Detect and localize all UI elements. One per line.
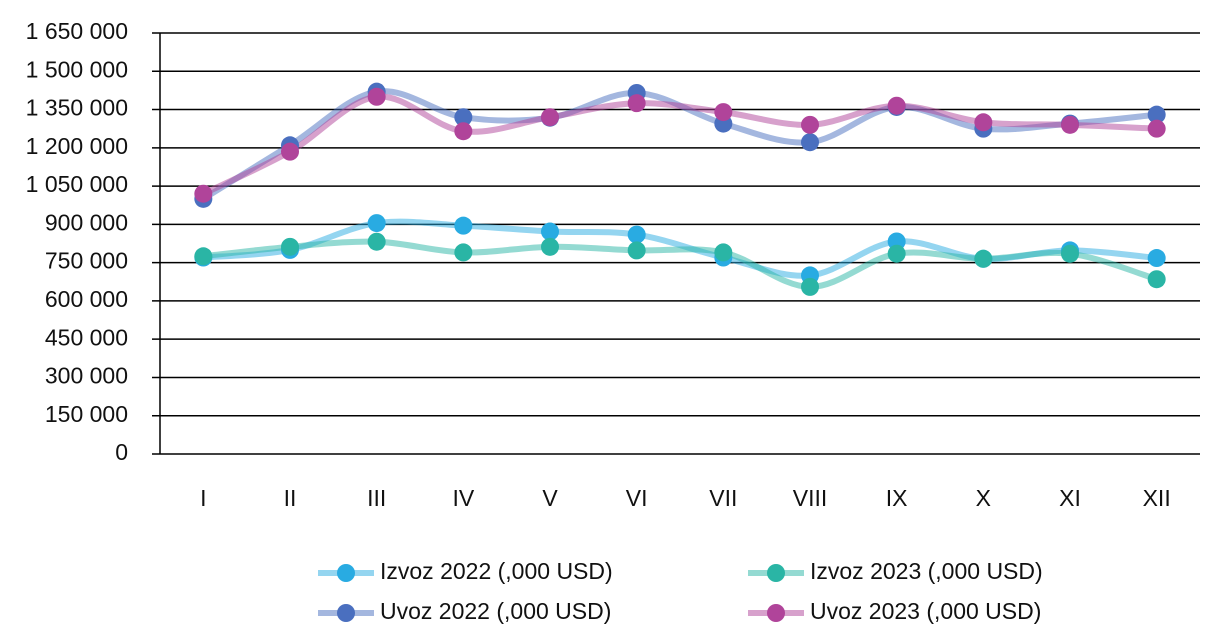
data-point bbox=[801, 133, 819, 152]
data-point bbox=[801, 115, 819, 134]
data-point bbox=[454, 122, 473, 141]
data-point bbox=[1147, 270, 1166, 289]
y-tick-label: 1 200 000 bbox=[26, 133, 128, 159]
legend-label: Uvoz 2022 (,000 USD) bbox=[380, 598, 611, 624]
data-point bbox=[367, 232, 386, 251]
data-point bbox=[801, 277, 819, 296]
y-tick-label: 750 000 bbox=[45, 248, 128, 274]
data-point bbox=[887, 244, 906, 263]
x-tick-label: IV bbox=[452, 485, 474, 511]
y-tick-label: 1 650 000 bbox=[26, 18, 128, 44]
data-point bbox=[541, 108, 559, 127]
y-tick-label: 1 050 000 bbox=[26, 171, 128, 197]
x-tick-label: VIII bbox=[793, 485, 828, 511]
x-tick-label: XI bbox=[1059, 485, 1081, 511]
data-point bbox=[281, 237, 299, 256]
x-tick-label: XII bbox=[1143, 485, 1171, 511]
data-point bbox=[714, 243, 733, 262]
data-point bbox=[714, 103, 733, 122]
data-point bbox=[974, 113, 993, 132]
y-tick-label: 900 000 bbox=[45, 209, 128, 235]
data-point bbox=[194, 247, 213, 266]
data-point bbox=[367, 214, 386, 233]
series-line bbox=[200, 238, 1160, 290]
data-point bbox=[974, 249, 993, 268]
legend-marker bbox=[337, 564, 355, 582]
data-point bbox=[1061, 244, 1079, 263]
data-point bbox=[454, 243, 473, 262]
data-point bbox=[541, 237, 559, 256]
data-point bbox=[1061, 115, 1079, 134]
data-point bbox=[1147, 119, 1166, 138]
y-tick-label: 300 000 bbox=[45, 363, 128, 389]
legend-label: Uvoz 2023 (,000 USD) bbox=[810, 598, 1041, 624]
data-point bbox=[627, 241, 646, 260]
data-point bbox=[194, 184, 213, 203]
x-tick-label: V bbox=[542, 485, 558, 511]
legend-label: Izvoz 2022 (,000 USD) bbox=[380, 558, 613, 584]
legend-marker bbox=[337, 604, 355, 622]
y-tick-label: 1 350 000 bbox=[26, 95, 128, 121]
data-point bbox=[1147, 249, 1166, 268]
data-point bbox=[627, 94, 646, 113]
data-point bbox=[1147, 105, 1166, 124]
y-tick-label: 150 000 bbox=[45, 401, 128, 427]
y-tick-label: 0 bbox=[115, 439, 128, 465]
data-point bbox=[281, 142, 299, 161]
data-point bbox=[541, 222, 559, 241]
data-point bbox=[454, 216, 473, 235]
legend-marker bbox=[767, 564, 785, 582]
y-tick-label: 1 500 000 bbox=[26, 56, 128, 82]
x-tick-label: III bbox=[367, 485, 386, 511]
x-tick-label: IX bbox=[886, 485, 908, 511]
x-tick-label: I bbox=[200, 485, 206, 511]
x-tick-label: X bbox=[976, 485, 991, 511]
data-point bbox=[367, 87, 386, 106]
data-point bbox=[454, 108, 473, 127]
y-tick-label: 450 000 bbox=[45, 324, 128, 350]
y-tick-label: 600 000 bbox=[45, 286, 128, 312]
x-tick-label: VII bbox=[709, 485, 737, 511]
legend-marker bbox=[767, 604, 785, 622]
x-tick-label: VI bbox=[626, 485, 648, 511]
data-point bbox=[887, 96, 906, 115]
legend-label: Izvoz 2023 (,000 USD) bbox=[810, 558, 1043, 584]
series-line bbox=[200, 93, 1160, 197]
x-tick-label: II bbox=[284, 485, 297, 511]
data-point bbox=[627, 225, 646, 244]
